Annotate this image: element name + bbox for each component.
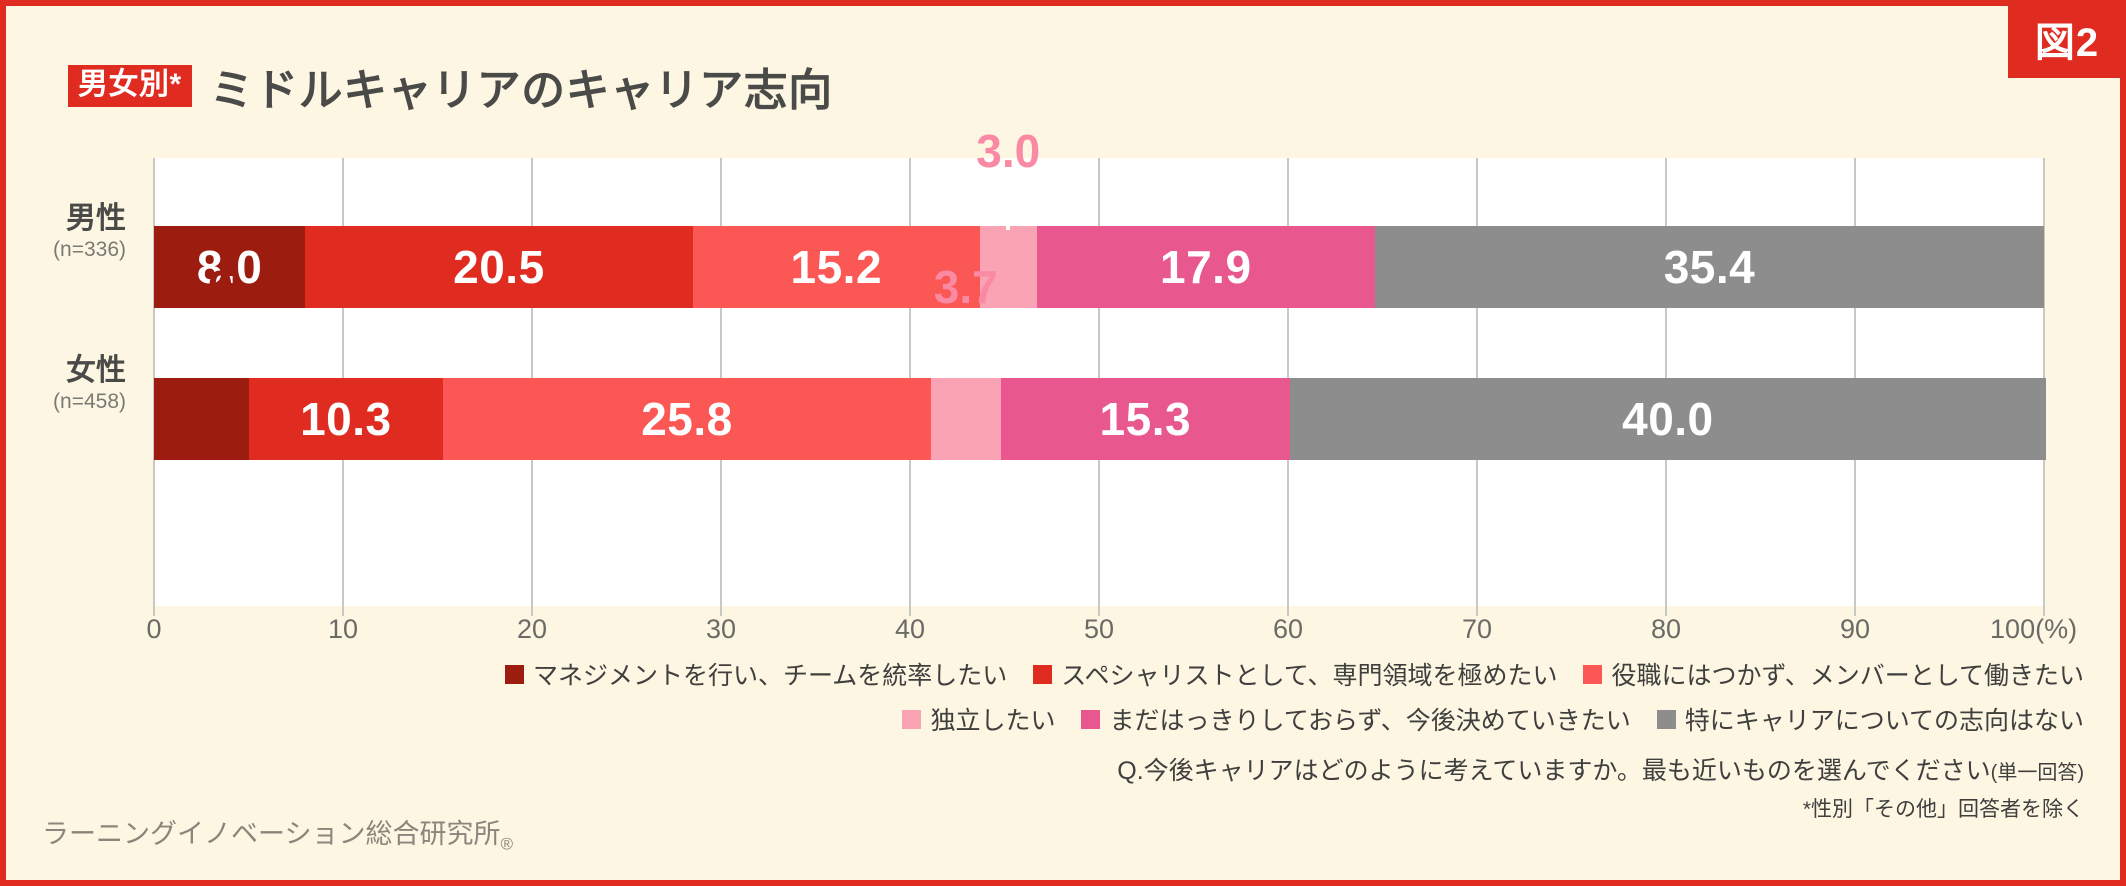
- brand-label: ラーニングイノベーション総合研究所: [42, 818, 501, 849]
- row-label-sample-size: (n=336): [53, 238, 126, 261]
- axis-tick-mark: [1665, 606, 1667, 616]
- axis-tick-label: 70: [1461, 614, 1493, 644]
- callout-value-label: 3.7: [933, 261, 998, 313]
- registered-mark: ®: [500, 834, 513, 853]
- axis-tick-label: 10: [327, 614, 359, 644]
- axis-tick-label: 40: [894, 614, 926, 644]
- legend-swatch-icon: [1583, 664, 1603, 684]
- bar-segment-value: 25.8: [641, 393, 733, 445]
- bar-segment-value: 15.3: [1099, 393, 1192, 445]
- axis-tick-mark: [1287, 606, 1289, 616]
- row-label-name: 男性: [66, 202, 126, 235]
- chart-header: 男女別* ミドルキャリアのキャリア志向: [68, 54, 833, 118]
- legend: マネジメントを行い、チームを統率したい スペシャリストとして、専門領域を極めたい 役…: [6, 656, 2084, 746]
- axis-tick-mark: [153, 606, 155, 616]
- brand-name: ラーニングイノベーション総合研究所®: [42, 812, 513, 854]
- legend-label: スペシャリストとして、専門領域を極めたい: [1061, 662, 1558, 690]
- legend-item-independent[interactable]: 独立したい: [902, 701, 1055, 737]
- subtitle-badge: 男女別*: [68, 65, 192, 107]
- axis-tick-label: 30: [705, 614, 737, 644]
- callout-endpoint-dot: [999, 204, 1018, 222]
- bar-segment-value: 20.5: [453, 241, 545, 293]
- bar-segment[interactable]: 25.8: [443, 378, 931, 460]
- axis-tick-label: 20: [516, 614, 548, 644]
- callout-value-label: 3.0: [976, 125, 1041, 177]
- legend-item-undecided[interactable]: まだはっきりしておらず、今後決めていきたい: [1081, 701, 1631, 737]
- axis-tick-label: 90: [1839, 614, 1871, 644]
- legend-swatch-icon: [1033, 664, 1053, 684]
- axis-tick-label: 50: [1083, 614, 1115, 644]
- legend-swatch-icon: [1656, 709, 1676, 729]
- bar-segment[interactable]: [154, 378, 249, 460]
- callout-endpoint-dot: [192, 340, 211, 358]
- bar-segment-value: 10.3: [300, 393, 392, 445]
- axis-tick-label: 60: [1272, 614, 1304, 644]
- axis-tick-mark: [342, 606, 344, 616]
- axis-tick-mark: [1098, 606, 1100, 616]
- axis-tick-mark: [1854, 606, 1856, 616]
- legend-row: 独立したい まだはっきりしておらず、今後決めていきたい 特にキャリアについての志向は…: [6, 701, 2084, 737]
- footnote-text: *性別「その他」回答者を除く: [1802, 798, 2084, 821]
- bar-segment-value: 40.0: [1622, 393, 1714, 445]
- bar-segment[interactable]: 35.4: [1374, 226, 2044, 308]
- row-label-name: 女性: [66, 354, 126, 387]
- page-title: ミドルキャリアのキャリア志向: [209, 66, 833, 115]
- bar-segment-value: 8.0: [196, 241, 263, 293]
- legend-item-member[interactable]: 役職にはつかず、メンバーとして働きたい: [1583, 656, 2084, 692]
- legend-swatch-icon: [504, 664, 524, 684]
- axis-tick-label: 0: [146, 614, 162, 644]
- axis-tick-mark: [720, 606, 722, 616]
- bar-segment[interactable]: 20.5: [305, 226, 693, 308]
- legend-swatch-icon: [902, 709, 922, 729]
- legend-item-management[interactable]: マネジメントを行い、チームを統率したい: [504, 656, 1008, 692]
- legend-label: 独立したい: [930, 707, 1056, 735]
- bar-segment-value: 17.9: [1160, 241, 1252, 293]
- bar-segment[interactable]: 8.0: [154, 226, 306, 308]
- bar-segment[interactable]: [930, 378, 1001, 460]
- figure-number-badge: 図2: [2008, 6, 2120, 78]
- axis-tick-label: 100(%): [1990, 614, 2078, 644]
- bar-segment-value: 35.4: [1663, 241, 1756, 293]
- question-main: Q.今後キャリアはどのように考えていますか。最も近いものを選んでください: [1117, 757, 1991, 785]
- callout-endpoint-dot: [956, 340, 975, 358]
- legend-label: 特にキャリアについての志向はない: [1684, 707, 2084, 735]
- row-label-sample-size: (n=458): [53, 390, 126, 413]
- legend-swatch-icon: [1081, 709, 1101, 729]
- row-label-female: 女性 (n=458): [6, 354, 126, 416]
- legend-row: マネジメントを行い、チームを統率したい スペシャリストとして、専門領域を極めたい 役…: [6, 656, 2084, 692]
- bar-segment-value: 15.2: [790, 241, 883, 293]
- bar-row-male: 8.0 20.5 15.2 17.9 35.4: [6, 226, 2120, 308]
- bar-segment[interactable]: 15.2: [692, 226, 980, 308]
- legend-item-specialist[interactable]: スペシャリストとして、専門領域を極めたい: [1033, 656, 1557, 692]
- axis-tick-mark: [531, 606, 533, 616]
- legend-label: マネジメントを行い、チームを統率したい: [532, 662, 1008, 690]
- axis-tick-mark: [1476, 606, 1478, 616]
- row-label-male: 男性 (n=336): [6, 202, 126, 264]
- bar-segment[interactable]: [979, 226, 1037, 308]
- legend-label: まだはっきりしておらず、今後決めていきたい: [1109, 707, 1631, 735]
- question-suffix: (単一回答): [1990, 762, 2084, 784]
- legend-label: 役職にはつかず、メンバーとして働きたい: [1611, 662, 2084, 690]
- bar-segment[interactable]: 40.0: [1289, 378, 2046, 460]
- axis-tick-label: 80: [1650, 614, 1682, 644]
- legend-item-none[interactable]: 特にキャリアについての志向はない: [1656, 701, 2084, 737]
- question-text: Q.今後キャリアはどのように考えていますか。最も近いものを選んでください(単一回…: [1117, 751, 2084, 787]
- bar-segment[interactable]: 15.3: [1000, 378, 1290, 460]
- bar-segment[interactable]: 17.9: [1036, 226, 1375, 308]
- axis-tick-mark: [909, 606, 911, 616]
- callout-value-label: 5.0: [169, 261, 234, 313]
- bar-segment[interactable]: 10.3: [248, 378, 444, 460]
- bar-row-female: 10.3 25.8 15.3 40.0: [6, 378, 2120, 460]
- axis-tick-mark: [2043, 606, 2045, 616]
